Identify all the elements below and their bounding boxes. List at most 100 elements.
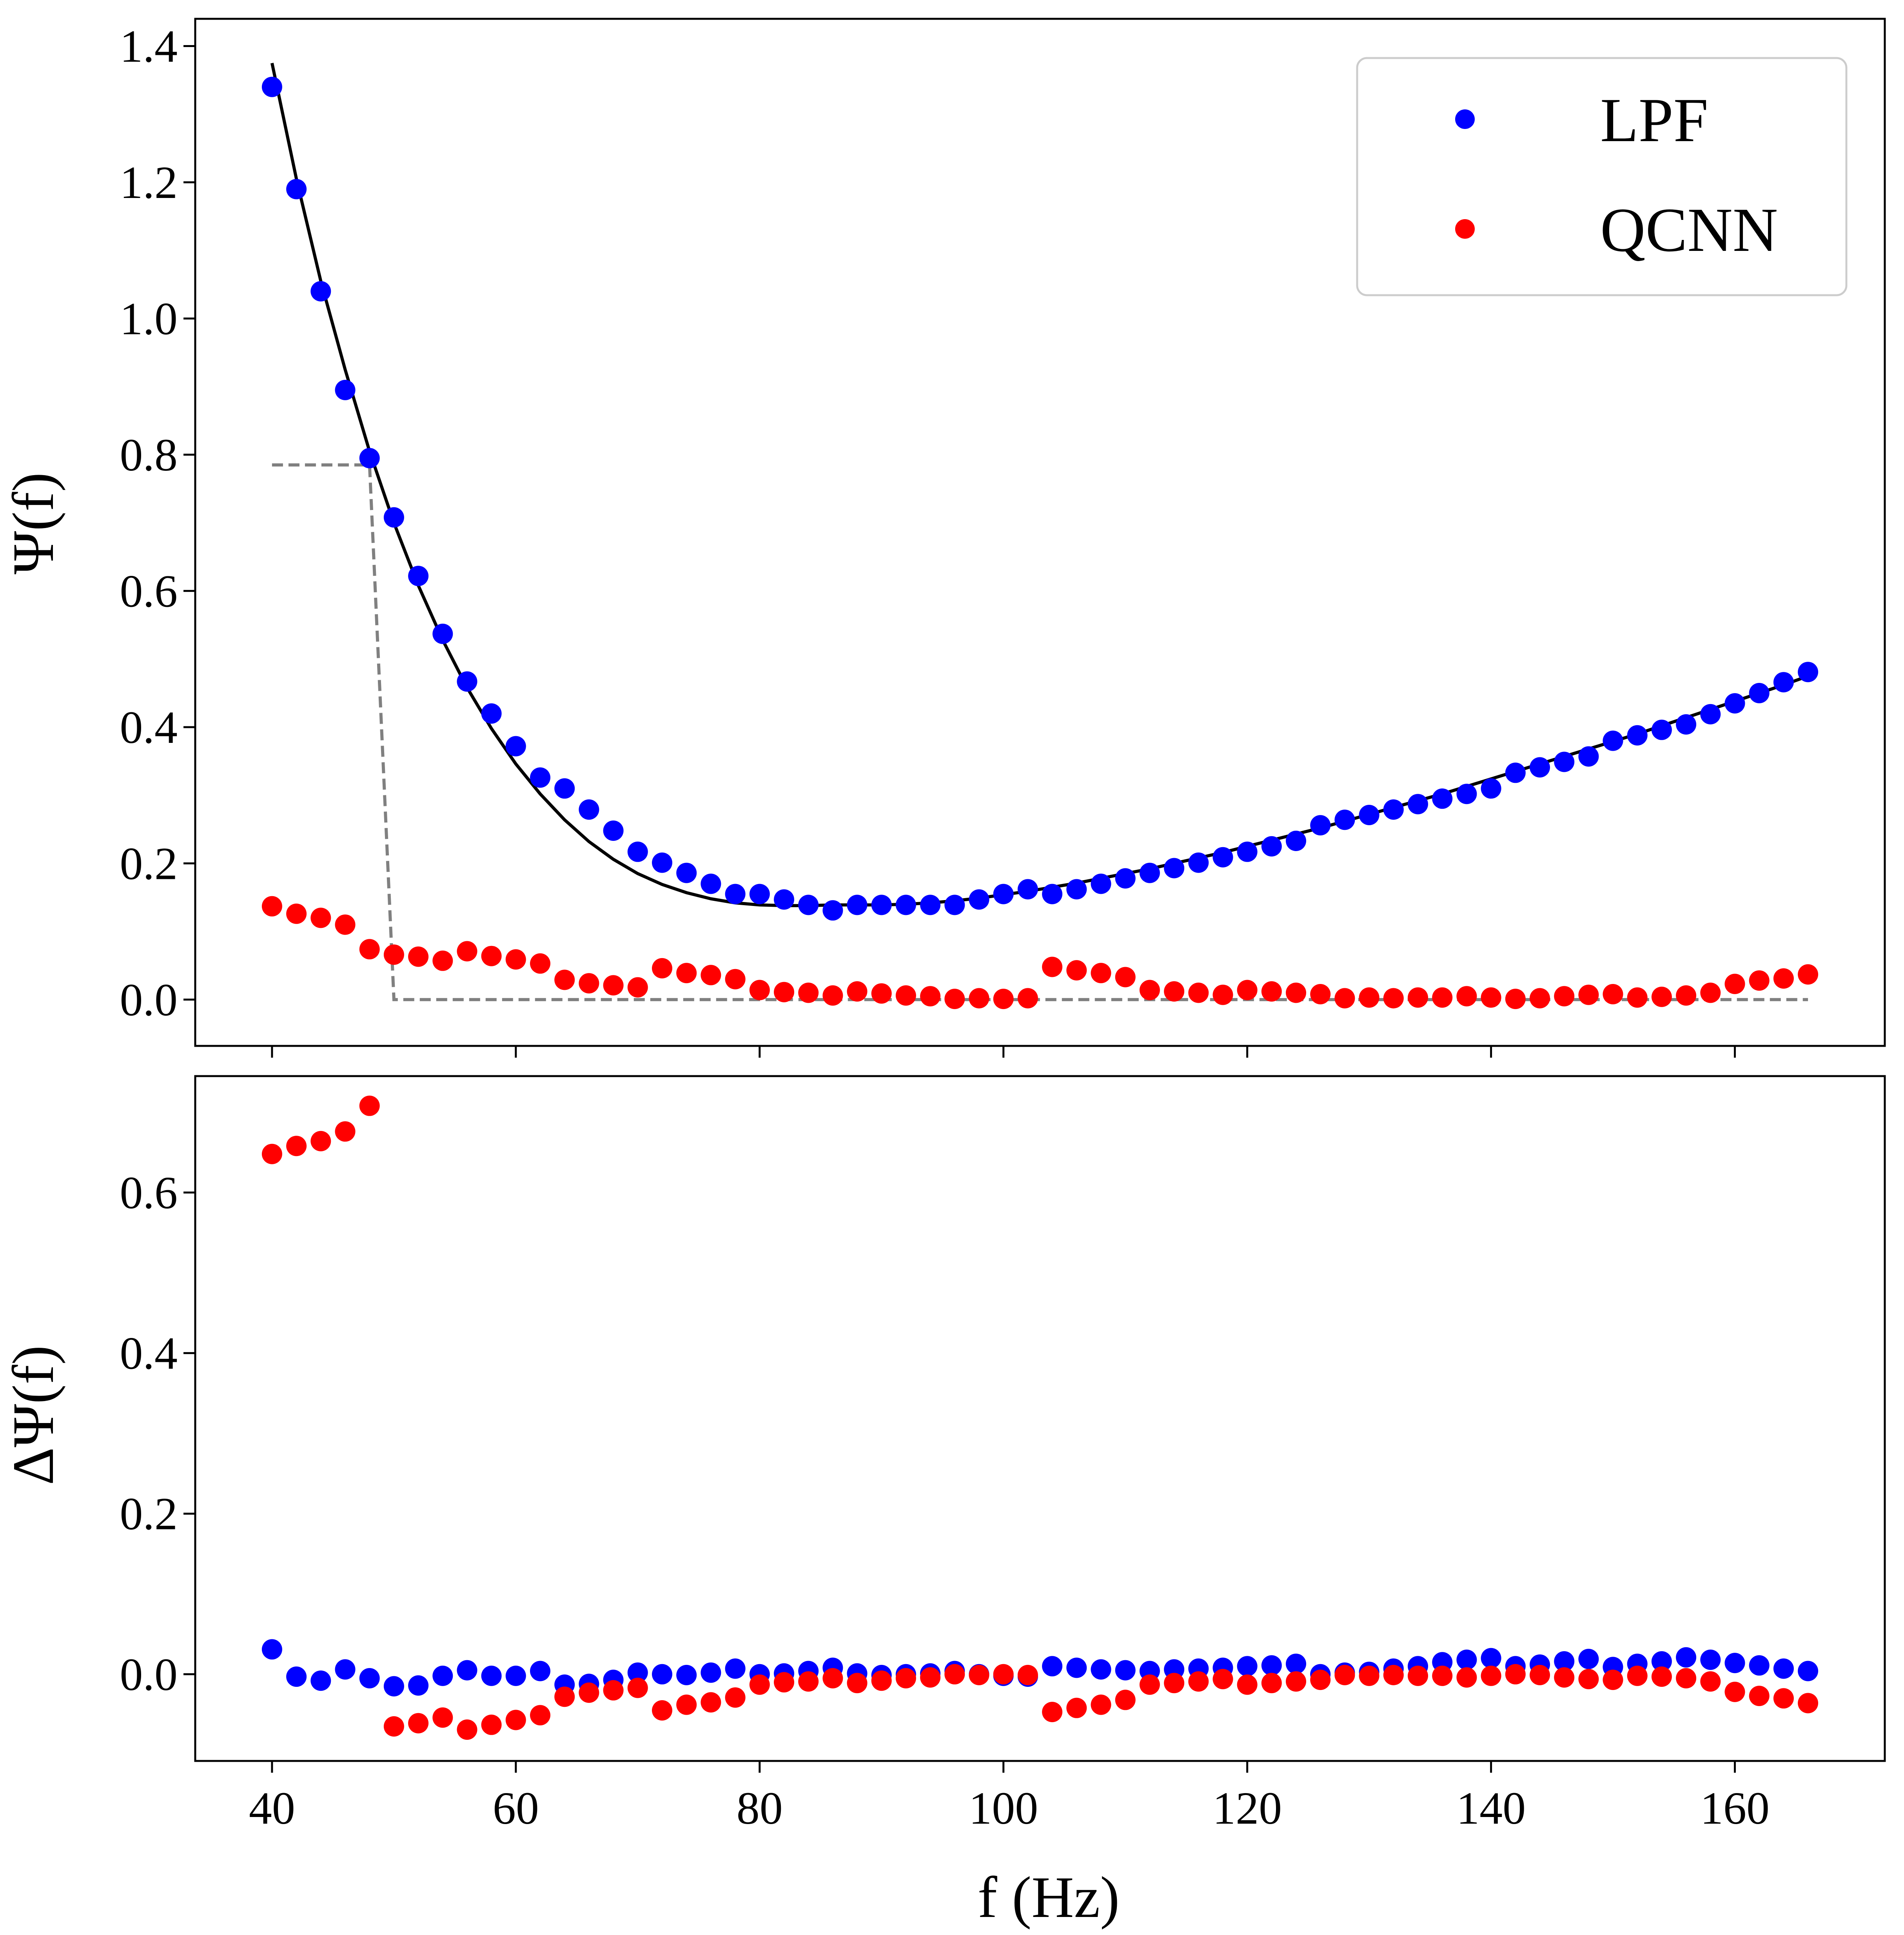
y-tick-label: 0.4 xyxy=(120,702,178,753)
lpf-point xyxy=(798,895,819,915)
qcnn-point xyxy=(432,1707,453,1728)
lpf-point xyxy=(408,1675,429,1696)
qcnn-point xyxy=(1578,1669,1599,1690)
qcnn-point xyxy=(1115,967,1136,987)
qcnn-point xyxy=(871,1670,892,1691)
qcnn-point xyxy=(1676,1668,1697,1688)
qcnn-point xyxy=(774,982,794,1002)
qcnn-point xyxy=(408,946,429,967)
lpf-point xyxy=(1603,730,1623,751)
top-x-axis xyxy=(271,1046,1736,1058)
qcnn-point xyxy=(1139,1674,1160,1695)
qcnn-point xyxy=(1237,1674,1258,1695)
qcnn-point xyxy=(1651,1666,1672,1687)
lpf-point xyxy=(1066,1657,1087,1678)
lpf-point xyxy=(1310,815,1331,836)
qcnn-point xyxy=(1115,1690,1136,1710)
qcnn-point xyxy=(652,958,672,978)
qcnn-point xyxy=(1212,984,1233,1005)
lpf-point xyxy=(1066,879,1087,900)
qcnn-point xyxy=(1139,980,1160,1000)
qcnn-point xyxy=(1408,1665,1428,1686)
qcnn-point xyxy=(1261,1673,1282,1694)
qcnn-point xyxy=(1017,1665,1038,1685)
qcnn-point xyxy=(1286,982,1306,1003)
qcnn-point xyxy=(847,1673,868,1694)
lpf-point xyxy=(481,1665,502,1686)
lpf-point xyxy=(1164,858,1185,879)
qcnn-point xyxy=(457,1719,477,1740)
lpf-point xyxy=(1042,884,1063,904)
qcnn-point xyxy=(1530,988,1550,1009)
lpf-point xyxy=(603,820,624,841)
lpf-point xyxy=(408,566,429,586)
qcnn-point xyxy=(969,988,989,1009)
lpf-point xyxy=(1700,1649,1721,1670)
qcnn-point xyxy=(1505,989,1526,1009)
lpf-point xyxy=(1700,704,1721,724)
top-y-axis: 0.0 0.2 0.4 0.6 0.8 1.0 1.2 1.4 xyxy=(120,20,195,1026)
lpf-point xyxy=(1554,751,1575,772)
qcnn-point xyxy=(383,944,404,965)
bottom-x-axis: 40 60 80 100 120 140 160 xyxy=(249,1761,1770,1834)
qcnn-point xyxy=(1188,982,1209,1003)
lpf-point xyxy=(1212,847,1233,868)
qcnn-point xyxy=(1261,981,1282,1002)
y-tick-label: 0.2 xyxy=(120,1488,178,1539)
lpf-point xyxy=(1432,788,1453,809)
legend-label-lpf: LPF xyxy=(1600,85,1708,155)
lpf-point xyxy=(579,799,599,820)
lpf-point xyxy=(847,895,868,915)
lpf-point xyxy=(1773,1658,1794,1679)
x-tick-label: 80 xyxy=(737,1783,783,1834)
qcnn-point xyxy=(1164,1673,1185,1694)
qcnn-point xyxy=(822,985,843,1006)
lpf-point xyxy=(457,1660,477,1681)
qcnn-point xyxy=(554,1686,575,1707)
lpf-point xyxy=(530,1661,550,1681)
qcnn-point xyxy=(310,1131,331,1151)
qcnn-point xyxy=(1359,1665,1379,1686)
x-tick-label: 120 xyxy=(1212,1783,1282,1834)
lpf-point xyxy=(1481,1648,1501,1668)
lpf-point xyxy=(1578,746,1599,767)
x-tick-label: 140 xyxy=(1456,1783,1526,1834)
qcnn-point xyxy=(1578,984,1599,1005)
lpf-point xyxy=(1115,1660,1136,1681)
qcnn-point xyxy=(652,1700,672,1721)
qcnn-point xyxy=(1627,1665,1648,1686)
qcnn-point xyxy=(895,1668,916,1688)
y-tick-label: 0.4 xyxy=(120,1328,178,1379)
lpf-point xyxy=(725,1658,746,1679)
legend-marker-qcnn xyxy=(1455,219,1475,239)
lpf-point xyxy=(1554,1651,1575,1672)
lpf-point xyxy=(1139,862,1160,883)
qcnn-point xyxy=(1432,987,1453,1008)
lpf-point xyxy=(310,1670,331,1691)
qcnn-point xyxy=(1798,964,1819,985)
lpf-point xyxy=(1505,762,1526,783)
lpf-point xyxy=(1188,852,1209,873)
lpf-point xyxy=(1261,836,1282,857)
qcnn-point xyxy=(701,965,721,986)
qcnn-point xyxy=(1481,987,1501,1008)
qcnn-point xyxy=(1700,1671,1721,1692)
legend: LPF QCNN xyxy=(1356,57,1848,296)
lpf-point xyxy=(701,873,721,894)
qcnn-point xyxy=(1603,984,1623,1004)
qcnn-point xyxy=(335,1121,356,1142)
lpf-point xyxy=(1042,1656,1063,1677)
qcnn-point xyxy=(383,1716,404,1737)
lpf-point xyxy=(335,1659,356,1680)
lpf-point xyxy=(1115,868,1136,889)
fit-curve-line xyxy=(270,63,1809,908)
qcnn-point xyxy=(603,1680,624,1701)
lpf-point xyxy=(1017,879,1038,900)
qcnn-point xyxy=(627,1677,648,1698)
lpf-point xyxy=(383,1676,404,1697)
lpf-point xyxy=(1651,719,1672,740)
lpf-point xyxy=(1091,1659,1111,1680)
qcnn-point xyxy=(603,975,624,996)
qcnn-point xyxy=(1724,1681,1745,1702)
